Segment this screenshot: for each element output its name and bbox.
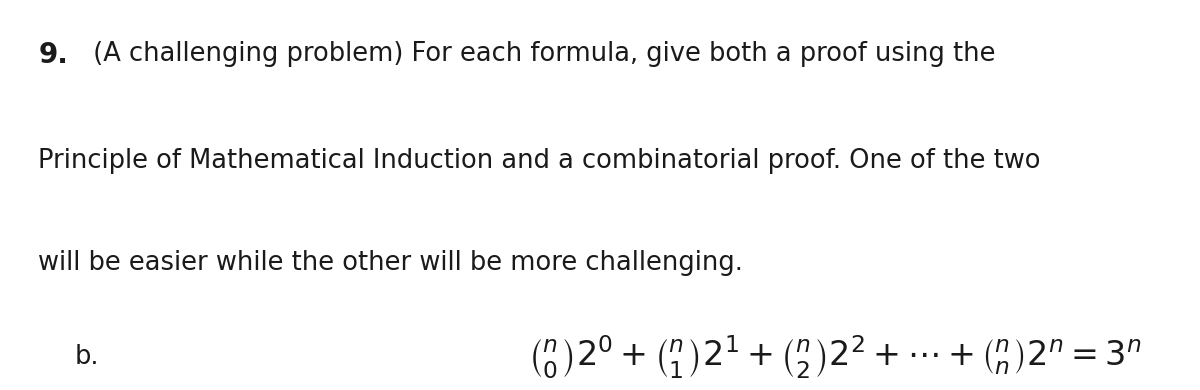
Text: Principle of Mathematical Induction and a combinatorial proof. One of the two: Principle of Mathematical Induction and …	[38, 148, 1040, 174]
Text: will be easier while the other will be more challenging.: will be easier while the other will be m…	[38, 250, 743, 276]
Text: (A challenging problem) For each formula, give both a proof using the: (A challenging problem) For each formula…	[85, 41, 996, 67]
Text: b.: b.	[74, 344, 98, 370]
Text: 9.: 9.	[38, 41, 68, 69]
Text: $\binom{n}{0}2^0 + \binom{n}{1}2^1 + \binom{n}{2}2^2 + \cdots + \binom{n}{n}2^n : $\binom{n}{0}2^0 + \binom{n}{1}2^1 + \bi…	[528, 333, 1141, 381]
